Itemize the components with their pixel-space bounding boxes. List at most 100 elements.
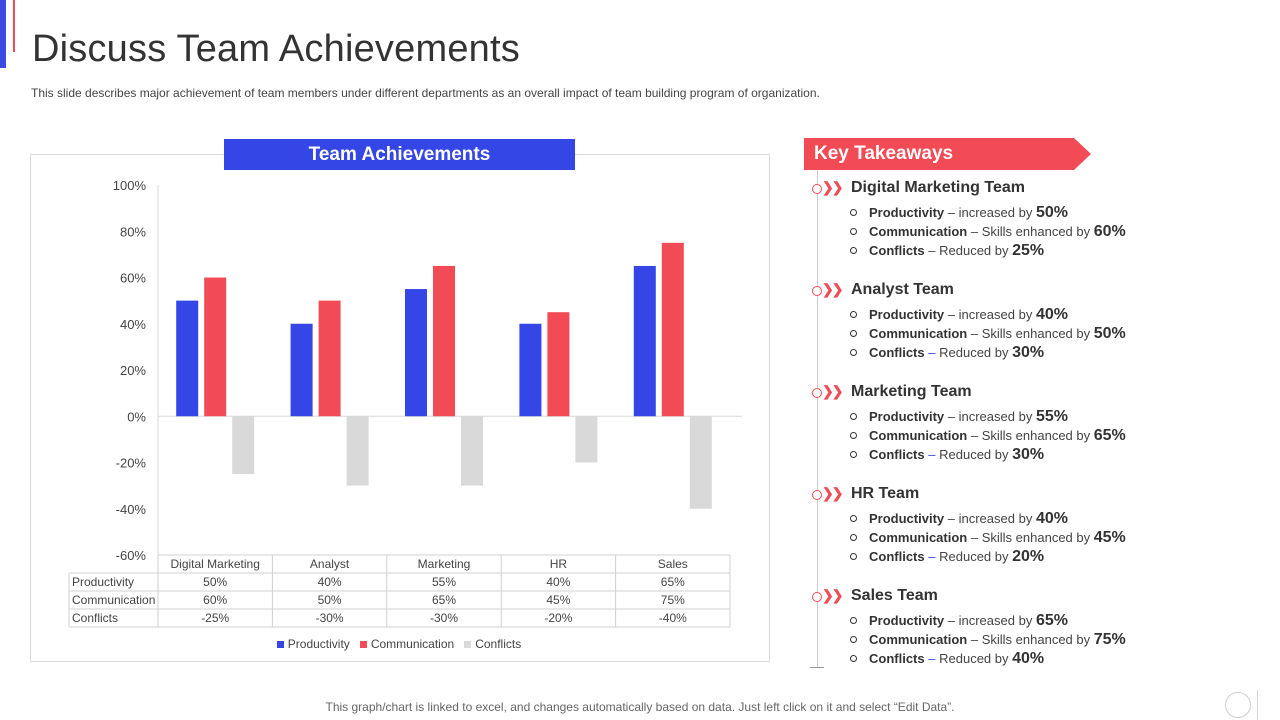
bullet-circle-icon (850, 209, 857, 217)
item-label: Productivity (869, 409, 945, 424)
item-dash: – (947, 613, 955, 628)
item-label: Productivity (869, 613, 945, 628)
timeline-dot-icon (812, 592, 822, 602)
item-text: Reduced by (939, 243, 1009, 258)
bar-conflicts (689, 416, 712, 509)
slide-divider (1257, 690, 1258, 720)
table-cell: 40% (546, 575, 570, 589)
bullet-circle-icon (850, 228, 857, 236)
table-cell: 75% (661, 593, 685, 607)
category-label: Analyst (310, 557, 350, 571)
bullet-circle-icon (850, 311, 857, 319)
key-takeaways-title: Key Takeaways (814, 143, 954, 164)
item-value: 20% (1012, 548, 1045, 565)
y-tick-label: 40% (120, 317, 146, 332)
category-label: HR (550, 557, 568, 571)
takeaway-item: Conflicts – Reduced by 25% (850, 242, 1044, 260)
bullet-circle-icon (850, 553, 857, 561)
item-value: 25% (1012, 242, 1045, 259)
item-label: Communication (869, 530, 968, 545)
item-text: Reduced by (939, 345, 1009, 360)
team-name: Digital Marketing Team (851, 179, 1025, 196)
takeaway-item: Conflicts – Reduced by 30% (850, 446, 1044, 464)
y-tick-label: 80% (120, 224, 146, 239)
item-value: 30% (1012, 344, 1045, 361)
bar-conflicts (232, 416, 255, 475)
item-value: 65% (1093, 427, 1126, 444)
item-label: Communication (869, 632, 968, 647)
item-text: Skills enhanced by (981, 530, 1091, 545)
table-cell: 65% (432, 593, 456, 607)
table-cell: -25% (201, 611, 229, 625)
item-dash: – (928, 549, 936, 564)
takeaway-item: Productivity – increased by 40% (850, 510, 1068, 528)
bar-communication (547, 312, 570, 417)
legend-swatch (464, 640, 472, 648)
timeline-end (810, 667, 824, 668)
category-label: Digital Marketing (171, 557, 260, 571)
chevron-right-icon: ❯❯ (822, 485, 844, 501)
item-label: Conflicts (869, 243, 925, 258)
item-value: 40% (1035, 510, 1068, 527)
slide-nav-circle[interactable] (1225, 692, 1251, 718)
table-cell: -20% (544, 611, 572, 625)
item-text: increased by (958, 613, 1033, 628)
team-name: Marketing Team (851, 383, 972, 400)
accent-bar (0, 0, 6, 68)
item-dash: – (970, 224, 979, 239)
table-cell: -30% (316, 611, 344, 625)
takeaway-item: Communication – Skills enhanced by 50% (850, 325, 1126, 343)
y-tick-label: -40% (116, 502, 147, 517)
bullet-circle-icon (850, 432, 857, 440)
chevron-right-icon: ❯❯ (822, 383, 844, 399)
item-value: 65% (1035, 612, 1068, 629)
table-cell: -30% (430, 611, 458, 625)
item-text: Skills enhanced by (981, 326, 1091, 341)
legend-item-communication: Communication (359, 637, 454, 651)
timeline-line (817, 170, 818, 668)
category-label: Marketing (418, 557, 471, 571)
legend-label: Conflicts (475, 637, 522, 651)
takeaway-item: Productivity – increased by 65% (850, 612, 1068, 630)
legend-item-productivity: Productivity (276, 637, 350, 651)
table-cell: 40% (318, 575, 342, 589)
bullet-circle-icon (850, 330, 857, 338)
bar-productivity (633, 265, 656, 417)
item-label: Conflicts (869, 345, 925, 360)
timeline-dot-icon (812, 184, 822, 194)
chart-legend: Productivity Communication Conflicts (0, 637, 798, 651)
item-dash: – (947, 511, 955, 526)
table-cell: 50% (318, 593, 342, 607)
bullet-circle-icon (850, 349, 857, 357)
bar-communication (204, 277, 227, 417)
item-dash: – (928, 651, 936, 666)
y-tick-label: 20% (120, 363, 146, 378)
takeaway-item: Conflicts – Reduced by 40% (850, 650, 1044, 668)
takeaway-item: Conflicts – Reduced by 30% (850, 344, 1044, 362)
item-text: Skills enhanced by (981, 224, 1091, 239)
legend-swatch (359, 640, 367, 648)
bullet-circle-icon (850, 515, 857, 523)
table-series-label: Conflicts (72, 611, 118, 625)
bullet-circle-icon (850, 617, 857, 625)
footer-note: This graph/chart is linked to excel, and… (325, 700, 955, 714)
item-text: increased by (958, 307, 1033, 322)
bullet-circle-icon (850, 534, 857, 542)
bullet-circle-icon (850, 451, 857, 459)
item-label: Productivity (869, 511, 945, 526)
y-tick-label: 100% (113, 178, 147, 193)
takeaway-item: Productivity – increased by 50% (850, 204, 1068, 222)
table-cell: 45% (546, 593, 570, 607)
item-label: Communication (869, 326, 968, 341)
bullet-circle-icon (850, 413, 857, 421)
team-name: Sales Team (851, 587, 938, 604)
category-label: Sales (658, 557, 688, 571)
takeaway-item: Conflicts – Reduced by 20% (850, 548, 1044, 566)
y-tick-label: -60% (116, 548, 147, 563)
page-title: Discuss Team Achievements (32, 28, 520, 70)
team-name: Analyst Team (851, 281, 954, 298)
chevron-right-icon: ❯❯ (822, 179, 844, 195)
item-text: increased by (958, 511, 1033, 526)
item-dash: – (970, 632, 979, 647)
table-cell: -40% (659, 611, 687, 625)
